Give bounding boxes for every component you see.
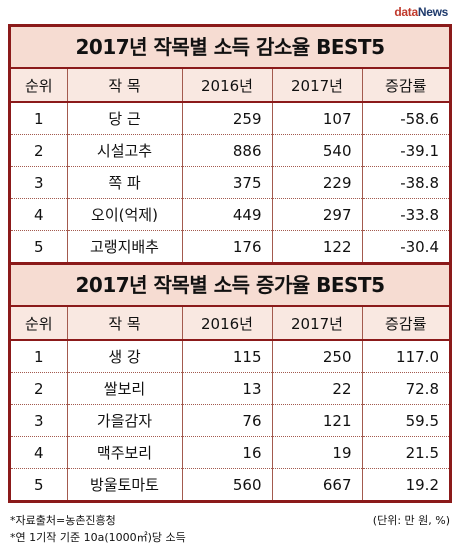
- header-crop: 작 목: [66, 69, 182, 103]
- value-2016-cell: 76: [181, 404, 272, 437]
- table-row: 2 시설고추 886 540 -39.1: [11, 134, 449, 167]
- table-row: 5 방울토마토 560 667 19.2: [11, 468, 449, 500]
- value-2017-cell: 19: [271, 436, 362, 469]
- crop-cell: 맥주보리: [66, 436, 182, 469]
- crop-cell: 쌀보리: [66, 372, 182, 405]
- rank-cell: 1: [11, 102, 67, 135]
- table-row: 5 고랭지배추 176 122 -30.4: [11, 230, 449, 262]
- rank-cell: 5: [33, 475, 44, 494]
- value-2016-cell: 16: [181, 436, 272, 469]
- rank-cell: 3: [11, 404, 67, 437]
- change-cell: -33.8: [361, 198, 449, 231]
- table1: 순위 작 목 2016년 2017년 증감률 1 당 근 259 107 -58…: [11, 69, 449, 262]
- table-row: 3 가을감자 76 121 59.5: [11, 404, 449, 437]
- table-row: 2 쌀보리 13 22 72.8: [11, 372, 449, 405]
- change-cell: 117.0: [361, 340, 449, 373]
- rank-cell: 4: [11, 198, 67, 231]
- change-cell: -30.4: [361, 230, 449, 262]
- header-2017: 2017년: [271, 307, 362, 341]
- table-row: 4 맥주보리 16 19 21.5: [11, 436, 449, 469]
- value-2017-cell: 22: [271, 372, 362, 405]
- value-2017-cell: 250: [271, 340, 362, 373]
- tables-frame: 2017년 작목별 소득 감소율 BEST5 순위 작 목 2016년 2017…: [8, 24, 452, 503]
- change-cell: 72.8: [361, 372, 449, 405]
- rank-cell: 2: [11, 372, 67, 405]
- datanews-logo: dataNews: [394, 5, 448, 19]
- crop-cell: 방울토마토: [66, 468, 182, 500]
- rank-cell: 3: [11, 166, 67, 199]
- basis-note: *연 1기작 기준 10a(1000㎡)당 소득: [10, 531, 186, 544]
- table-row: 3 쪽 파 375 229 -38.8: [11, 166, 449, 199]
- change-cell: -39.1: [361, 134, 449, 167]
- value-2017-cell: 667: [271, 468, 362, 500]
- table2-title: 2017년 작목별 소득 증가율 BEST5: [11, 265, 449, 307]
- value-2017-cell: 229: [271, 166, 362, 199]
- value-2016-cell: 375: [181, 166, 272, 199]
- crop-cell: 고랭지배추: [66, 230, 182, 262]
- header-rank: 순위: [11, 69, 67, 103]
- value-2016-cell: 560: [181, 468, 272, 500]
- rank-cell: 1: [11, 340, 67, 373]
- table1-title: 2017년 작목별 소득 감소율 BEST5: [11, 27, 449, 69]
- table-separator: [11, 262, 449, 265]
- header-2016: 2016년: [181, 69, 272, 103]
- rank-cell: 5: [33, 237, 44, 256]
- crop-cell: 오이(억제): [66, 198, 182, 231]
- header-rank: 순위: [11, 307, 67, 341]
- value-2017-cell: 121: [271, 404, 362, 437]
- header-2016: 2016년: [181, 307, 272, 341]
- change-cell: -58.6: [361, 102, 449, 135]
- crop-cell: 쪽 파: [66, 166, 182, 199]
- value-2016-cell: 13: [181, 372, 272, 405]
- header-change: 증감률: [361, 69, 449, 103]
- value-2016-cell: 886: [181, 134, 272, 167]
- table2-header-row: 순위 작 목 2016년 2017년 증감률: [11, 307, 449, 341]
- value-2016-cell: 259: [181, 102, 272, 135]
- table-row: 1 당 근 259 107 -58.6: [11, 102, 449, 135]
- crop-cell: 가을감자: [66, 404, 182, 437]
- value-2017-cell: 122: [271, 230, 362, 262]
- change-cell: 19.2: [361, 468, 449, 500]
- table2: 순위 작 목 2016년 2017년 증감률 1 생 강 115 250 117…: [11, 307, 449, 500]
- table-row: 4 오이(억제) 449 297 -33.8: [11, 198, 449, 231]
- header-2017: 2017년: [271, 69, 362, 103]
- source-note: *자료출처=농촌진흥청: [10, 514, 116, 527]
- change-cell: -38.8: [361, 166, 449, 199]
- table-row: 1 생 강 115 250 117.0: [11, 340, 449, 373]
- value-2017-cell: 540: [271, 134, 362, 167]
- rank-cell: 4: [11, 436, 67, 469]
- value-2017-cell: 297: [271, 198, 362, 231]
- crop-cell: 시설고추: [66, 134, 182, 167]
- crop-cell: 생 강: [66, 340, 182, 373]
- rank-cell: 2: [11, 134, 67, 167]
- change-cell: 59.5: [361, 404, 449, 437]
- unit-note: (단위: 만 원, %): [372, 514, 450, 527]
- value-2016-cell: 449: [181, 198, 272, 231]
- crop-cell: 당 근: [66, 102, 182, 135]
- value-2016-cell: 176: [181, 230, 272, 262]
- value-2016-cell: 115: [181, 340, 272, 373]
- change-cell: 21.5: [361, 436, 449, 469]
- table1-header-row: 순위 작 목 2016년 2017년 증감률: [11, 69, 449, 103]
- value-2017-cell: 107: [271, 102, 362, 135]
- header-change: 증감률: [361, 307, 449, 341]
- footnotes: *자료출처=농촌진흥청 *연 1기작 기준 10a(1000㎡)당 소득 (단위…: [10, 512, 450, 546]
- header-crop: 작 목: [66, 307, 182, 341]
